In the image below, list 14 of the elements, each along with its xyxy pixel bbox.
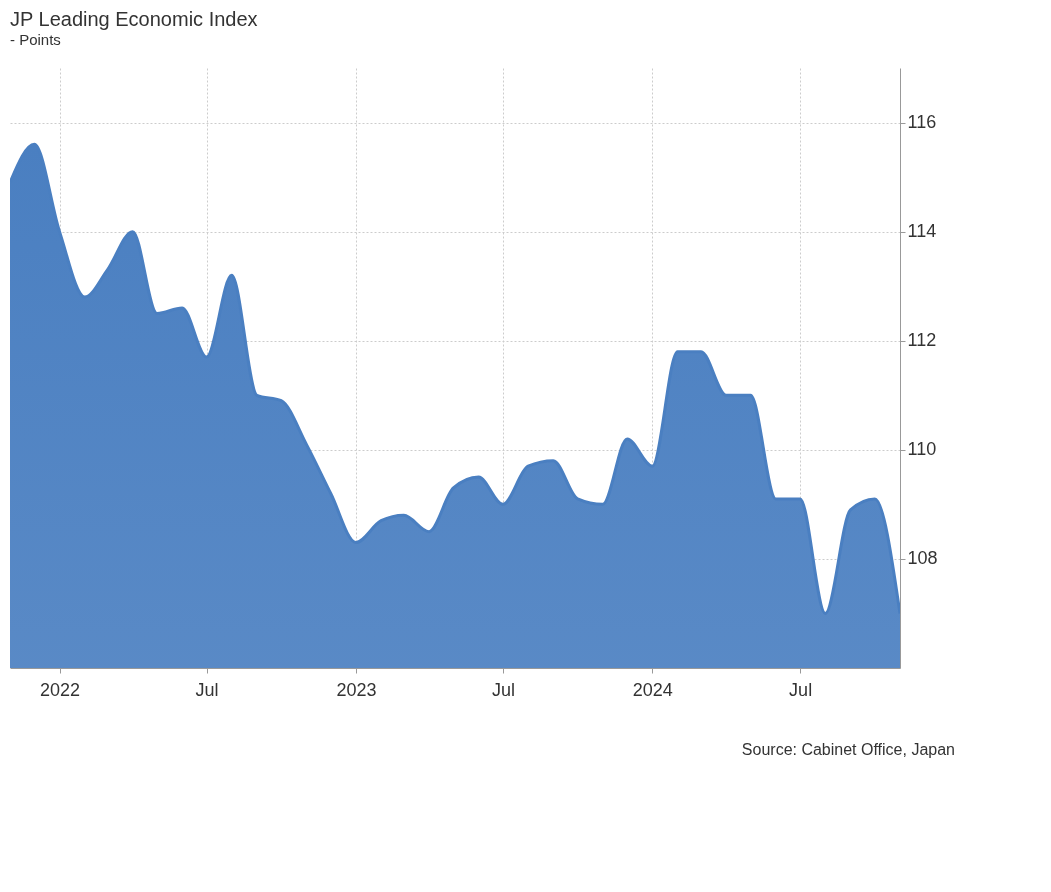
y-tick-label: 116	[907, 112, 937, 133]
y-tick-label: 114	[907, 221, 937, 242]
source-note: Source: Cabinet Office, Japan	[741, 741, 955, 758]
y-tick-label: 108	[907, 548, 938, 569]
chart-subtitle: - Points	[10, 31, 61, 48]
x-tick-label: Jul	[195, 679, 219, 700]
x-tick-label: Jul	[491, 679, 515, 700]
y-tick-label: 112	[907, 330, 937, 351]
chart-title: JP Leading Economic Index	[10, 8, 258, 30]
x-tick-label: 2024	[632, 679, 673, 700]
x-tick-label: Jul	[789, 679, 813, 700]
y-tick-label: 110	[907, 439, 937, 460]
x-tick-label: 2022	[40, 679, 81, 700]
x-tick-label: 2023	[336, 679, 377, 700]
